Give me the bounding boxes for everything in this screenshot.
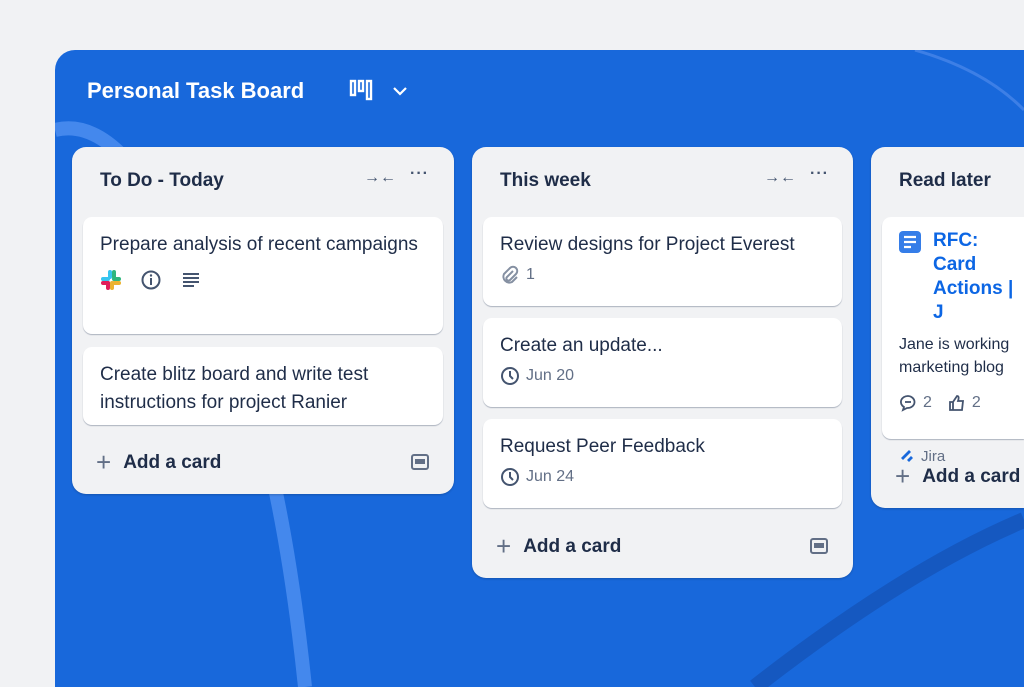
- card-title: Prepare analysis of recent campaigns: [100, 234, 418, 255]
- card-description: Jane is working marketing blog: [899, 336, 1010, 376]
- list-to-do-today: To Do - Today →← ··· Prepare analysis of…: [72, 147, 454, 494]
- due-date: Jun 24: [526, 468, 575, 485]
- comment-count: 2: [923, 394, 932, 411]
- card-template-icon[interactable]: [410, 452, 430, 472]
- plus-icon: +: [96, 447, 112, 477]
- add-card-label: Add a card: [523, 535, 622, 557]
- collapse-icon[interactable]: →←: [764, 169, 796, 186]
- add-card-label: Add a card: [922, 465, 1021, 487]
- list-read-later: Read later RFC: Card Actions | J Jane is…: [871, 147, 1024, 508]
- add-card-button[interactable]: + Add a card: [496, 531, 621, 562]
- card-title: Create an update...: [500, 335, 663, 356]
- card[interactable]: Prepare analysis of recent campaigns: [83, 217, 443, 334]
- board-title[interactable]: Personal Task Board: [87, 78, 305, 103]
- clock-icon: [501, 468, 519, 486]
- list-title[interactable]: This week: [500, 170, 591, 191]
- card-source: Jira: [921, 448, 946, 465]
- list-title[interactable]: To Do - Today: [100, 170, 224, 191]
- list-this-week: This week →← ··· Review designs for Proj…: [472, 147, 853, 578]
- board: Personal Task Board To Do - Today →← ···…: [55, 50, 1024, 687]
- plus-icon: +: [496, 531, 512, 561]
- card[interactable]: Create an update... Jun 20: [483, 318, 842, 407]
- document-icon: [899, 231, 921, 253]
- card-template-icon[interactable]: [809, 536, 829, 556]
- card-link-title[interactable]: RFC: Card Actions | J: [933, 230, 1014, 323]
- info-icon: [141, 270, 161, 290]
- description-icon: [183, 273, 199, 287]
- add-card-button[interactable]: + Add a card: [895, 461, 1020, 492]
- attachment-count: 1: [526, 266, 535, 283]
- more-icon[interactable]: ···: [410, 165, 429, 182]
- card[interactable]: Request Peer Feedback Jun 24: [483, 419, 842, 508]
- comment-icon: [900, 395, 916, 412]
- card-title: Create blitz board and write test instru…: [100, 364, 369, 413]
- jira-icon: [901, 450, 913, 462]
- chevron-down-icon[interactable]: [391, 82, 409, 100]
- list-title[interactable]: Read later: [899, 170, 991, 191]
- attachment-icon: [502, 265, 519, 284]
- card[interactable]: Review designs for Project Everest 1: [483, 217, 842, 306]
- due-date: Jun 20: [526, 367, 575, 384]
- card[interactable]: Create blitz board and write test instru…: [83, 347, 443, 425]
- plus-icon: +: [895, 461, 911, 491]
- more-icon[interactable]: ···: [810, 165, 829, 182]
- card-title: Review designs for Project Everest: [500, 234, 795, 255]
- clock-icon: [501, 367, 519, 385]
- like-icon: [949, 395, 964, 411]
- slack-icon: [101, 270, 121, 290]
- like-count: 2: [971, 394, 981, 411]
- add-card-label: Add a card: [123, 451, 222, 473]
- board-view-icon[interactable]: [349, 78, 375, 102]
- add-card-button[interactable]: + Add a card: [96, 447, 221, 478]
- collapse-icon[interactable]: →←: [364, 169, 396, 186]
- card[interactable]: RFC: Card Actions | J Jane is working ma…: [882, 217, 1024, 465]
- card-title: Request Peer Feedback: [500, 436, 705, 457]
